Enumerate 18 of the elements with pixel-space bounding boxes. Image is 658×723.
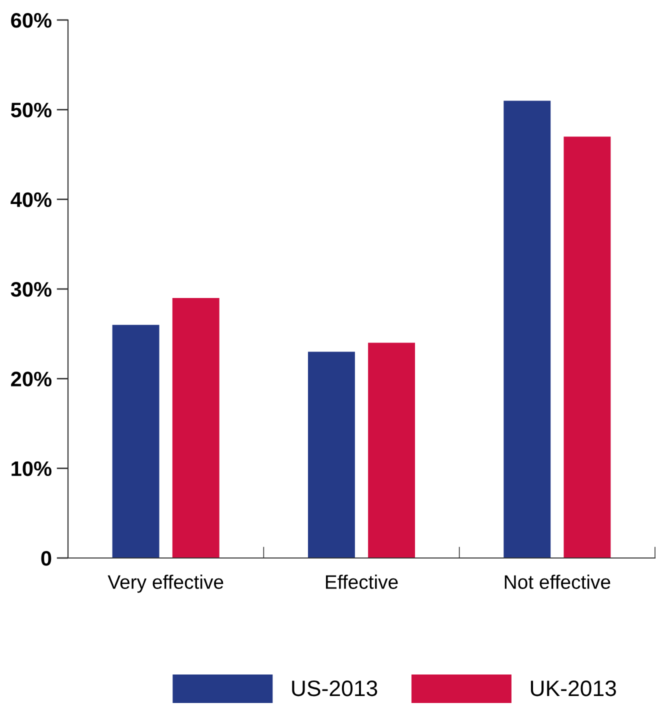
bar: [504, 100, 551, 558]
bar: [112, 324, 160, 558]
legend-label: US-2013: [292, 680, 378, 696]
x-tick-label: Very effective: [108, 574, 224, 593]
y-tick-label: 0: [41, 551, 52, 566]
y-tick-label: 20%: [11, 372, 52, 386]
bar: [172, 298, 220, 558]
x-tick-label: Not effective: [504, 574, 610, 589]
y-tick-label: 40%: [10, 192, 52, 208]
x-tick-label: Effective: [326, 574, 398, 589]
bar: [564, 136, 611, 558]
bar: [308, 352, 355, 558]
legend-label: UK-2013: [530, 680, 616, 696]
y-tick-label: 30%: [10, 282, 52, 297]
y-tick-label: 10%: [12, 461, 52, 476]
bar: [368, 342, 416, 558]
y-tick-label: 50%: [10, 102, 52, 118]
y-tick-label: 60%: [11, 13, 52, 28]
